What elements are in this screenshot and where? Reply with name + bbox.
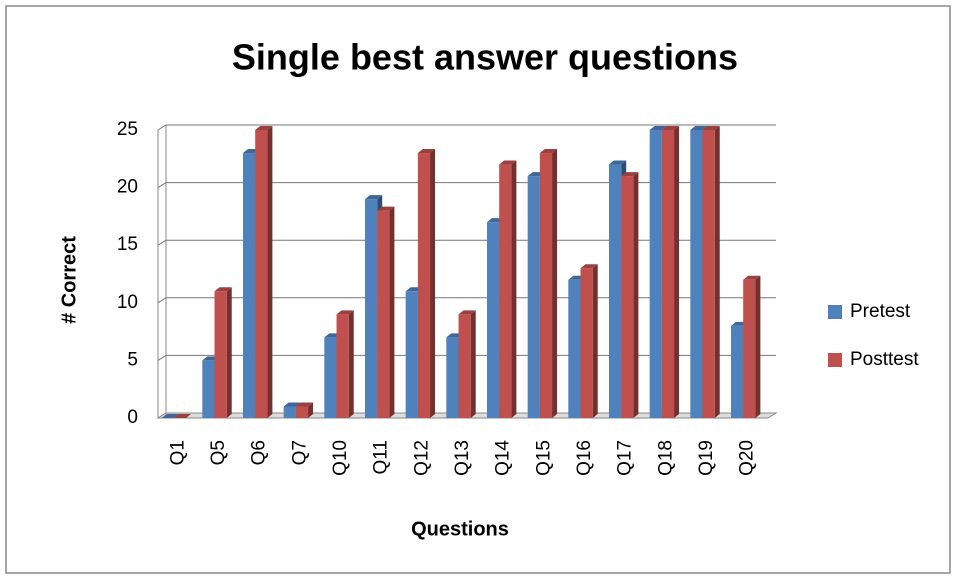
y-tick-label: 10: [117, 292, 138, 313]
bar: [486, 222, 500, 418]
bar: [527, 176, 540, 418]
bar-top: [702, 126, 720, 130]
x-axis-label: Questions: [411, 518, 509, 540]
bar-side: [552, 149, 558, 419]
x-tick-label: Q5: [208, 440, 229, 465]
grid-depth: [157, 354, 167, 361]
x-tick-label: Q20: [737, 440, 758, 476]
x-tick-label: Q13: [452, 440, 473, 476]
bar: [283, 406, 296, 418]
grid-depth: [157, 297, 167, 304]
bar: [661, 130, 675, 418]
bar: [364, 199, 378, 418]
bar: [377, 210, 390, 418]
bar-top: [690, 126, 708, 130]
bar: [621, 176, 634, 418]
bar-top: [621, 172, 639, 177]
y-tick-label: 20: [117, 177, 138, 198]
x-tick-label: Q14: [493, 440, 514, 476]
bar: [580, 268, 593, 418]
x-tick-label: Q10: [330, 440, 351, 476]
bar: [405, 291, 418, 418]
bar-top: [661, 126, 680, 130]
bar: [214, 291, 227, 418]
bar-top: [255, 126, 273, 130]
x-tick-label: Q19: [696, 440, 717, 476]
bar-side: [267, 126, 273, 418]
bar-side: [348, 310, 354, 418]
x-tick-label: Q12: [411, 440, 432, 476]
bar-top: [336, 310, 354, 315]
bar: [743, 279, 756, 418]
bar-top: [539, 149, 558, 154]
bar-top: [377, 206, 395, 211]
grid-depth: [157, 124, 167, 131]
bar-top: [295, 402, 314, 407]
bar-top: [283, 402, 301, 407]
y-tick-label: 0: [127, 407, 138, 428]
bar-side: [755, 275, 761, 418]
y-axis-label: # Correct: [58, 236, 80, 324]
bar: [539, 153, 553, 419]
bar: [458, 314, 471, 418]
bar: [417, 153, 431, 419]
bar-top: [649, 126, 667, 130]
bar: [202, 360, 215, 418]
bar: [730, 325, 744, 418]
bar: [702, 130, 715, 418]
bar-side: [674, 126, 680, 418]
bar-side: [470, 310, 476, 418]
x-tick-label: Q11: [371, 440, 392, 475]
bar: [446, 337, 459, 418]
grid-depth: [157, 182, 167, 189]
bar: [324, 337, 337, 418]
bar-top: [364, 195, 383, 200]
y-tick-label: 5: [127, 349, 138, 370]
bar: [649, 130, 662, 418]
bar-top: [173, 414, 192, 418]
bar-top: [743, 275, 761, 280]
bar-top: [161, 414, 179, 418]
x-tick-label: Q1: [167, 440, 188, 465]
legend-label: Pretest: [850, 301, 911, 322]
chart-border: [5, 5, 951, 574]
bar-side: [308, 402, 314, 418]
bar: [255, 130, 268, 418]
legend-label: Posttest: [850, 349, 919, 370]
bar-top: [608, 160, 627, 165]
y-tick-label: 15: [117, 234, 138, 255]
bar: [499, 164, 512, 418]
x-tick-label: Q16: [574, 440, 595, 476]
bar-side: [430, 149, 436, 419]
bar: [242, 153, 256, 419]
grid-depth: [157, 239, 167, 246]
bar-side: [511, 160, 517, 418]
legend-swatch: [828, 305, 842, 319]
bar-top: [580, 264, 598, 269]
x-tick-label: Q7: [289, 440, 310, 465]
bar: [295, 406, 309, 418]
bar-top: [417, 149, 436, 154]
x-tick-label: Q6: [249, 440, 270, 465]
x-tick-label: Q15: [533, 440, 554, 476]
bar: [690, 130, 703, 418]
y-tick-label: 25: [117, 119, 138, 140]
bar: [336, 314, 349, 418]
bar-side: [714, 126, 720, 418]
bar-top: [214, 287, 232, 292]
bar-top: [458, 310, 476, 315]
bar-side: [592, 264, 598, 418]
x-tick-label: Q17: [615, 440, 636, 476]
x-tick-label: Q18: [655, 440, 676, 476]
bar-top: [499, 160, 517, 165]
bar-side: [389, 206, 395, 418]
bar: [568, 279, 581, 418]
legend-swatch: [828, 353, 842, 367]
bar-side: [226, 287, 232, 418]
bar-side: [633, 172, 639, 418]
chart-title: Single best answer questions: [232, 37, 738, 78]
bar: [608, 164, 622, 418]
